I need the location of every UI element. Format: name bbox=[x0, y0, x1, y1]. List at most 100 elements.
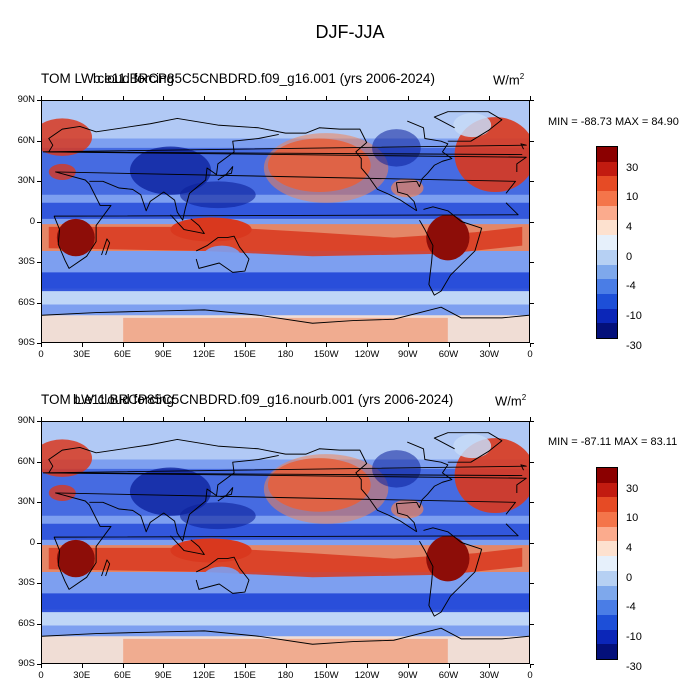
lat-tick-right bbox=[530, 583, 534, 584]
lat-tick bbox=[37, 542, 41, 544]
lon-tick-top bbox=[285, 96, 287, 100]
pacific-north-orange bbox=[263, 133, 389, 203]
colorbar-label: 30 bbox=[626, 161, 639, 174]
lon-tick-top bbox=[244, 96, 246, 100]
lon-tick-top bbox=[41, 96, 42, 100]
samerica-dark bbox=[426, 535, 470, 582]
lat-label: 90N bbox=[17, 415, 35, 426]
lat-tick-right bbox=[530, 181, 534, 182]
coastline-samerica bbox=[419, 527, 483, 617]
panel-bottom-title-back: TOM LW cloud forcing bbox=[41, 392, 175, 407]
pacific-north-orange bbox=[263, 454, 389, 524]
lon-tick bbox=[326, 664, 328, 668]
lat-label: 30N bbox=[17, 496, 35, 507]
coastline-uk bbox=[42, 464, 527, 477]
lon-tick-top bbox=[448, 417, 450, 421]
lon-tick bbox=[489, 343, 491, 347]
colorbar-label: -4 bbox=[626, 280, 636, 293]
colorbar-swatch bbox=[597, 497, 617, 513]
coastline-africa bbox=[53, 492, 519, 590]
lat-label: 90S bbox=[18, 658, 35, 669]
lon-tick-top bbox=[204, 96, 205, 100]
lat-tick bbox=[37, 421, 41, 422]
lon-label: 90E bbox=[154, 349, 172, 360]
lon-tick bbox=[163, 343, 165, 347]
south-tropic-red bbox=[48, 226, 523, 257]
southern-deep-blue bbox=[42, 593, 529, 613]
lon-tick bbox=[41, 343, 42, 347]
colorbar-label: 4 bbox=[626, 220, 633, 233]
lon-tick bbox=[163, 664, 165, 668]
map-bottom bbox=[41, 421, 530, 664]
colorbar-swatch bbox=[597, 161, 617, 177]
colorbar-label: -4 bbox=[626, 601, 636, 614]
colorbar-swatch bbox=[597, 526, 617, 542]
lat-tick-right bbox=[530, 140, 534, 142]
lat-label: 0 bbox=[29, 536, 35, 548]
coastline-indonesia bbox=[170, 535, 205, 556]
europe-red bbox=[42, 118, 93, 156]
lat-tick bbox=[37, 343, 41, 344]
coastline-japan bbox=[217, 166, 234, 181]
colorbar-swatch bbox=[597, 191, 617, 206]
lon-tick bbox=[407, 343, 409, 347]
lon-label: 120W bbox=[354, 670, 380, 681]
lon-tick-top bbox=[41, 417, 42, 421]
lon-label: 30E bbox=[73, 349, 91, 360]
lat-tick-right bbox=[530, 502, 534, 503]
lat-tick bbox=[37, 262, 41, 263]
lon-label: 150W bbox=[313, 670, 339, 681]
panel-bottom-title-front: b.e11.BRCP85C5CNBDRD.f09_g16.nourb.001 (… bbox=[73, 392, 454, 407]
lat-tick-right bbox=[530, 100, 534, 101]
australia-blue bbox=[202, 245, 241, 268]
lon-label: 150W bbox=[313, 349, 339, 360]
coastline-namerica_e bbox=[395, 120, 453, 211]
lon-tick-top bbox=[326, 417, 328, 421]
pacific-warmpool-navy bbox=[179, 502, 256, 530]
lon-label: 0 bbox=[527, 670, 533, 681]
coastline-japan bbox=[217, 487, 234, 502]
lon-tick bbox=[285, 343, 287, 347]
south-mid-band bbox=[42, 625, 529, 637]
lon-tick bbox=[81, 343, 83, 347]
colorbar-swatch bbox=[597, 512, 617, 527]
lon-tick-top bbox=[530, 96, 531, 100]
lon-label: 180 bbox=[277, 349, 294, 360]
panel-top-minmax: MIN = -88.73 MAX = 84.90 bbox=[548, 116, 679, 128]
lat-tick-right bbox=[530, 461, 534, 463]
lon-label: 30W bbox=[479, 670, 500, 681]
lon-label: 120W bbox=[354, 349, 380, 360]
lat-tick-right bbox=[530, 343, 534, 344]
colorbar-label: -30 bbox=[626, 339, 642, 352]
asia-navy bbox=[129, 146, 212, 195]
lon-tick-top bbox=[530, 417, 531, 421]
lon-tick bbox=[204, 343, 205, 347]
panel-bottom-minmax: MIN = -87.11 MAX = 83.11 bbox=[548, 436, 678, 448]
lon-label: 60E bbox=[114, 349, 131, 360]
lon-tick bbox=[244, 664, 246, 668]
lat-label: 60N bbox=[17, 134, 35, 146]
lat-tick-right bbox=[530, 664, 534, 665]
lon-tick bbox=[122, 664, 124, 668]
colorbar-swatch bbox=[597, 235, 617, 250]
coastline-uk bbox=[42, 143, 527, 156]
lon-tick bbox=[489, 664, 491, 668]
lon-tick-top bbox=[285, 417, 287, 421]
lon-tick-top bbox=[122, 96, 124, 100]
lon-label: 0 bbox=[38, 670, 44, 681]
lon-tick bbox=[530, 664, 531, 668]
lon-tick bbox=[285, 664, 287, 668]
coastline-greenland bbox=[433, 432, 503, 463]
panel-bottom-units: W/m2 bbox=[495, 393, 527, 409]
lat-tick bbox=[37, 502, 41, 503]
colorbar-swatch bbox=[597, 614, 617, 630]
coastline-madagascar bbox=[101, 559, 111, 577]
coastline-australia bbox=[195, 556, 250, 594]
panel-top-title-back: TOM LW cloud forcing bbox=[41, 71, 175, 86]
lon-label: 90E bbox=[154, 670, 172, 681]
africa-dark bbox=[56, 539, 95, 578]
lat-label: 30S bbox=[18, 256, 35, 267]
greenland-pale bbox=[453, 434, 492, 459]
lat-label: 0 bbox=[29, 215, 35, 227]
europe-red bbox=[42, 439, 93, 477]
